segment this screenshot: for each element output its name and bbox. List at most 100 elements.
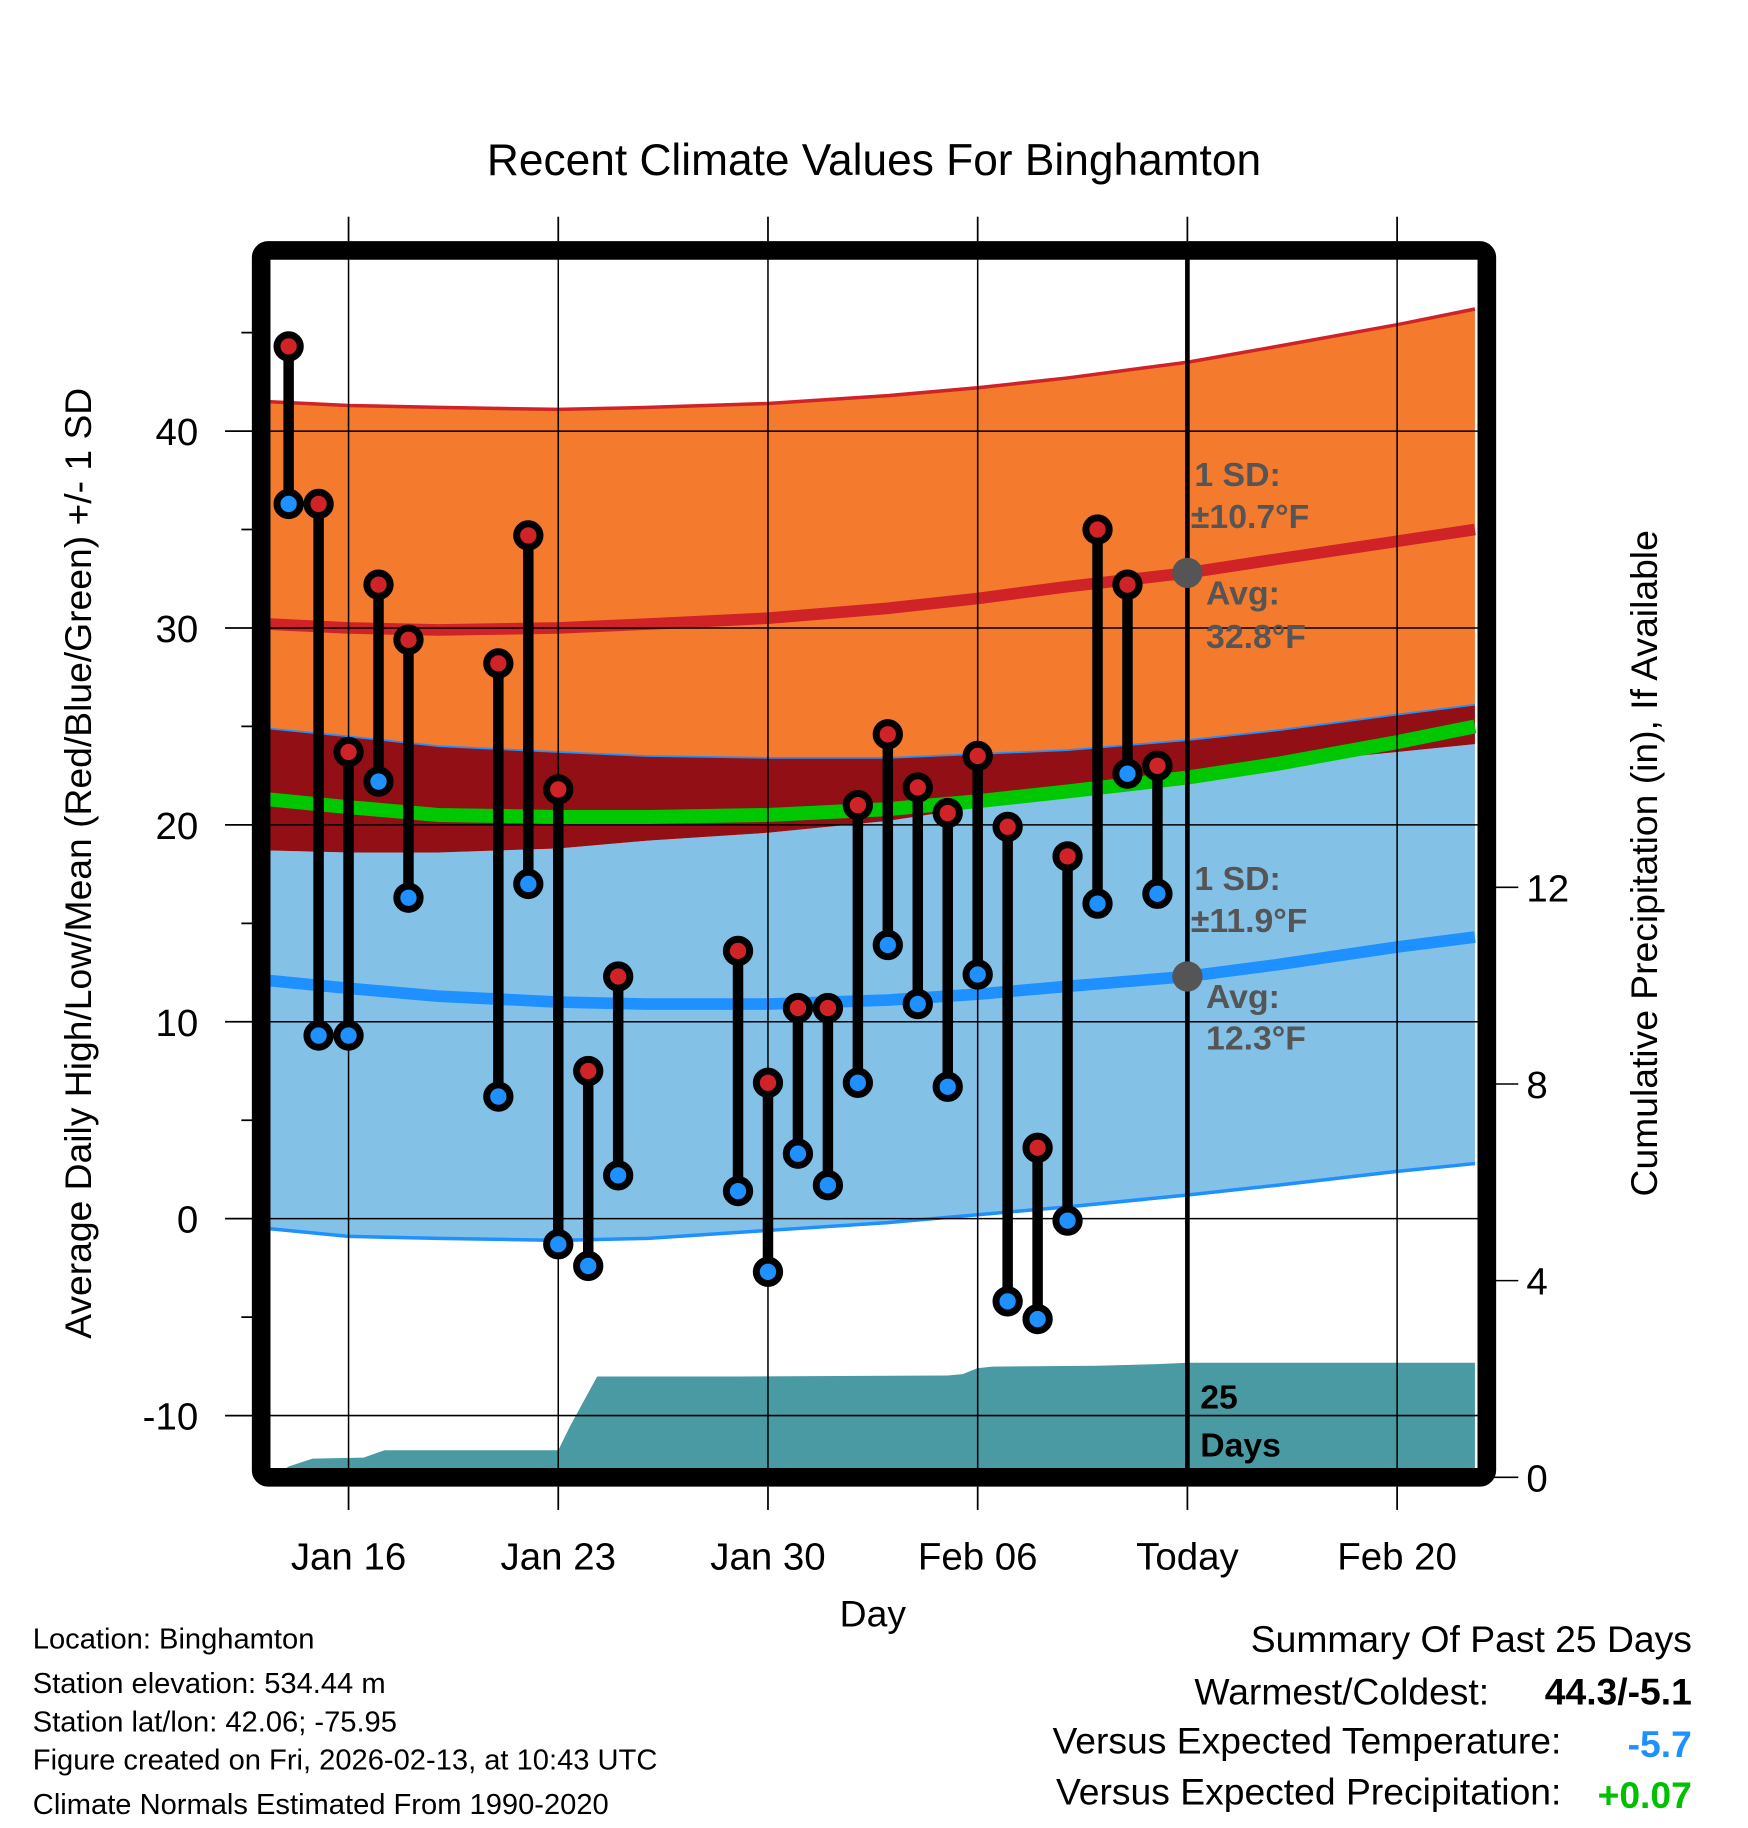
high-marker — [273, 331, 304, 362]
high-marker — [333, 736, 364, 768]
y-tick-label: 40 — [155, 411, 198, 454]
today-low-avg-marker — [1172, 961, 1203, 992]
plot-frame — [251, 241, 1497, 1487]
high-marker — [483, 648, 514, 679]
high-marker — [992, 811, 1023, 842]
observation-jan-15 — [303, 488, 334, 1051]
y-tick-label: -10 — [143, 1396, 199, 1439]
y2-tick-label: 4 — [1526, 1261, 1547, 1304]
temp-vs-expected-label: Versus Expected Temperature: — [1053, 1719, 1562, 1761]
high-marker — [752, 1067, 784, 1098]
low-marker — [333, 1020, 364, 1051]
observation-feb-11 — [1112, 569, 1143, 789]
high-marker — [1112, 569, 1143, 600]
high-marker — [962, 740, 993, 772]
observations-layer — [273, 331, 1173, 1335]
high-marker — [1082, 514, 1113, 545]
x-tick-label: Jan 16 — [291, 1535, 406, 1578]
observation-feb-12 — [1142, 750, 1173, 909]
y-tick-label: 30 — [155, 608, 198, 651]
warmest-coldest-value: 44.3/-5.1 — [1545, 1671, 1692, 1713]
high-marker — [573, 1055, 604, 1087]
low-marker — [1082, 888, 1113, 919]
low-marker — [273, 488, 304, 520]
summary: Summary Of Past 25 Days Warmest/Coldest:… — [1053, 1618, 1692, 1816]
info-created: Figure created on Fri, 2026-02-13, at 10… — [33, 1745, 658, 1777]
high-marker — [303, 488, 334, 520]
x-tick-label: Feb 20 — [1337, 1535, 1457, 1578]
low-sd-label: 1 SD: — [1194, 860, 1280, 898]
observation-feb-01 — [812, 992, 844, 1201]
low-marker — [902, 988, 933, 1020]
observation-feb-05 — [932, 797, 963, 1102]
low-marker — [513, 868, 544, 900]
high-marker — [932, 797, 963, 829]
observation-jan-25 — [603, 961, 634, 1191]
low-marker — [932, 1071, 963, 1102]
x-tick-label: Jan 30 — [710, 1535, 825, 1578]
axes: -10 0 10 20 30 40 0 4 8 12 Jan 16 Jan 23 Jan 30 Feb 0… — [143, 216, 1569, 1578]
high-marker — [782, 992, 814, 1024]
days-label: Days — [1200, 1426, 1281, 1464]
high-sd-value: ±10.7°F — [1191, 498, 1309, 536]
high-marker — [363, 569, 394, 600]
low-marker — [872, 929, 903, 961]
gridlines — [270, 258, 1478, 1468]
precip-vs-expected-label: Versus Expected Precipitation: — [1056, 1771, 1561, 1813]
observation-jan-24 — [573, 1055, 604, 1282]
high-marker — [842, 790, 873, 821]
low-marker — [1142, 878, 1173, 909]
high-marker — [603, 961, 634, 992]
low-marker — [363, 766, 394, 797]
observation-jan-16 — [333, 736, 364, 1051]
today-layer — [1172, 258, 1203, 1468]
low-sd-band — [270, 744, 1475, 1241]
low-sd-value: ±11.9°F — [1191, 902, 1308, 940]
high-avg-line — [270, 523, 1476, 636]
y2-tick-label: 0 — [1526, 1457, 1547, 1500]
plot-area: 1 SD: ±10.7°F Avg: 32.8°F 1 SD: ±11.9°F … — [270, 258, 1478, 1468]
observation-jan-23 — [543, 774, 574, 1260]
info-latlon: Station lat/lon: 42.06; -75.95 — [33, 1706, 397, 1738]
x-tick-label: Today — [1136, 1535, 1239, 1578]
y2-tick-label: 12 — [1526, 867, 1569, 910]
y-tick-label: 20 — [155, 805, 198, 848]
x-tick-label: Feb 06 — [918, 1535, 1038, 1578]
info-elevation: Station elevation: 534.44 m — [33, 1668, 386, 1700]
observation-jan-22 — [513, 520, 544, 900]
y-tick-label: 10 — [155, 1002, 198, 1045]
observation-feb-10 — [1082, 514, 1113, 919]
x-tick-label: Jan 23 — [501, 1535, 616, 1578]
high-sd-band — [270, 308, 1475, 758]
high-marker — [393, 624, 424, 655]
high-marker — [722, 935, 754, 967]
info-normals: Climate Normals Estimated From 1990-2020 — [33, 1789, 609, 1821]
summary-title: Summary Of Past 25 Days — [1251, 1618, 1692, 1660]
observation-feb-09 — [1052, 841, 1083, 1236]
observation-jan-14 — [273, 331, 304, 520]
warmest-coldest-label: Warmest/Coldest: — [1194, 1671, 1489, 1713]
low-marker — [573, 1250, 604, 1282]
high-marker — [812, 992, 844, 1024]
low-lower-edge — [270, 1161, 1476, 1243]
low-marker — [842, 1067, 873, 1098]
low-marker — [393, 882, 424, 913]
y-tick-label: 0 — [177, 1199, 198, 1242]
low-avg-value: 12.3°F — [1206, 1020, 1306, 1058]
x-axis-label: Day — [840, 1592, 907, 1634]
high-marker — [1022, 1132, 1053, 1163]
observation-feb-02 — [842, 790, 873, 1098]
high-marker — [902, 772, 933, 803]
high-avg-label: Avg: — [1206, 575, 1280, 613]
annotations-layer: 1 SD: ±10.7°F Avg: 32.8°F 1 SD: ±11.9°F … — [1191, 456, 1309, 1465]
observation-jan-31 — [782, 992, 814, 1169]
low-marker — [812, 1170, 844, 1201]
precip-vs-expected-value: +0.07 — [1598, 1774, 1692, 1816]
normal-bands — [270, 307, 1477, 1243]
low-avg-line — [270, 931, 1476, 1010]
observation-feb-06 — [962, 740, 993, 990]
low-marker — [1112, 758, 1143, 789]
high-marker — [1052, 841, 1083, 872]
high-marker — [513, 520, 544, 551]
low-marker — [1052, 1205, 1083, 1236]
